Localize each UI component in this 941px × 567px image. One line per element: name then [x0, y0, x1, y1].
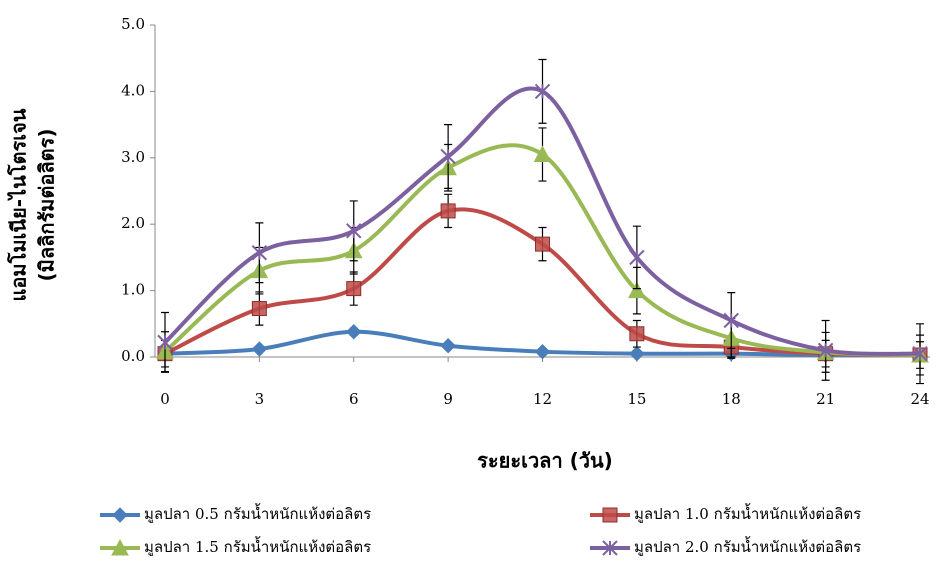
marker — [534, 83, 551, 100]
legend-marker — [602, 507, 618, 523]
marker — [723, 312, 739, 329]
legend-marker — [111, 538, 129, 556]
x-tick-label: 9 — [443, 390, 453, 408]
x-tick-label: 18 — [722, 390, 741, 408]
legend-marker — [602, 540, 618, 556]
marker — [251, 341, 268, 357]
y-tick-label: 0.0 — [121, 347, 145, 365]
y-axis-title: (มิลลิกรัมต่อลิตร) — [35, 129, 59, 282]
marker — [817, 342, 834, 359]
x-tick-label: 12 — [533, 390, 552, 408]
x-tick-label: 0 — [160, 390, 170, 408]
marker — [251, 245, 268, 261]
marker — [533, 145, 552, 162]
marker — [440, 338, 456, 354]
legend-label: มูลปลา 1.5 กรัมน้ำหนักแห้งต่อลิตร — [144, 536, 371, 556]
x-axis-title: ระยะเวลา (วัน) — [477, 449, 613, 473]
marker — [629, 249, 645, 266]
y-tick-label: 4.0 — [121, 81, 145, 99]
x-tick-label: 6 — [349, 390, 359, 408]
marker — [629, 326, 645, 342]
marker — [251, 301, 267, 317]
y-tick-label: 5.0 — [121, 15, 145, 33]
x-tick-label: 15 — [627, 390, 646, 408]
marker — [628, 281, 646, 299]
legend-marker — [112, 507, 128, 523]
marker — [346, 223, 362, 239]
marker — [157, 334, 173, 351]
marker — [912, 345, 928, 362]
x-tick-label: 3 — [255, 390, 265, 408]
x-tick-label: 24 — [910, 390, 929, 408]
marker — [440, 148, 456, 165]
legend-label: มูลปลา 2.0 กรัมน้ำหนักแห้งต่อลิตร — [634, 536, 861, 556]
y-tick-label: 1.0 — [121, 281, 145, 299]
y-axis-title: แอมโมเนีย-ไนโตรเจน — [7, 108, 31, 301]
y-tick-label: 2.0 — [121, 214, 145, 232]
y-tick-label: 3.0 — [121, 148, 145, 166]
marker — [629, 345, 645, 362]
legend-label: มูลปลา 1.0 กรัมน้ำหนักแห้งต่อลิตร — [634, 503, 861, 523]
marker — [440, 203, 456, 219]
marker — [346, 281, 362, 297]
marker — [535, 236, 550, 252]
legend-label: มูลปลา 0.5 กรัมน้ำหนักแห้งต่อลิตร — [144, 503, 371, 523]
marker — [346, 324, 362, 340]
x-tick-label: 21 — [816, 390, 835, 408]
marker — [534, 343, 551, 360]
